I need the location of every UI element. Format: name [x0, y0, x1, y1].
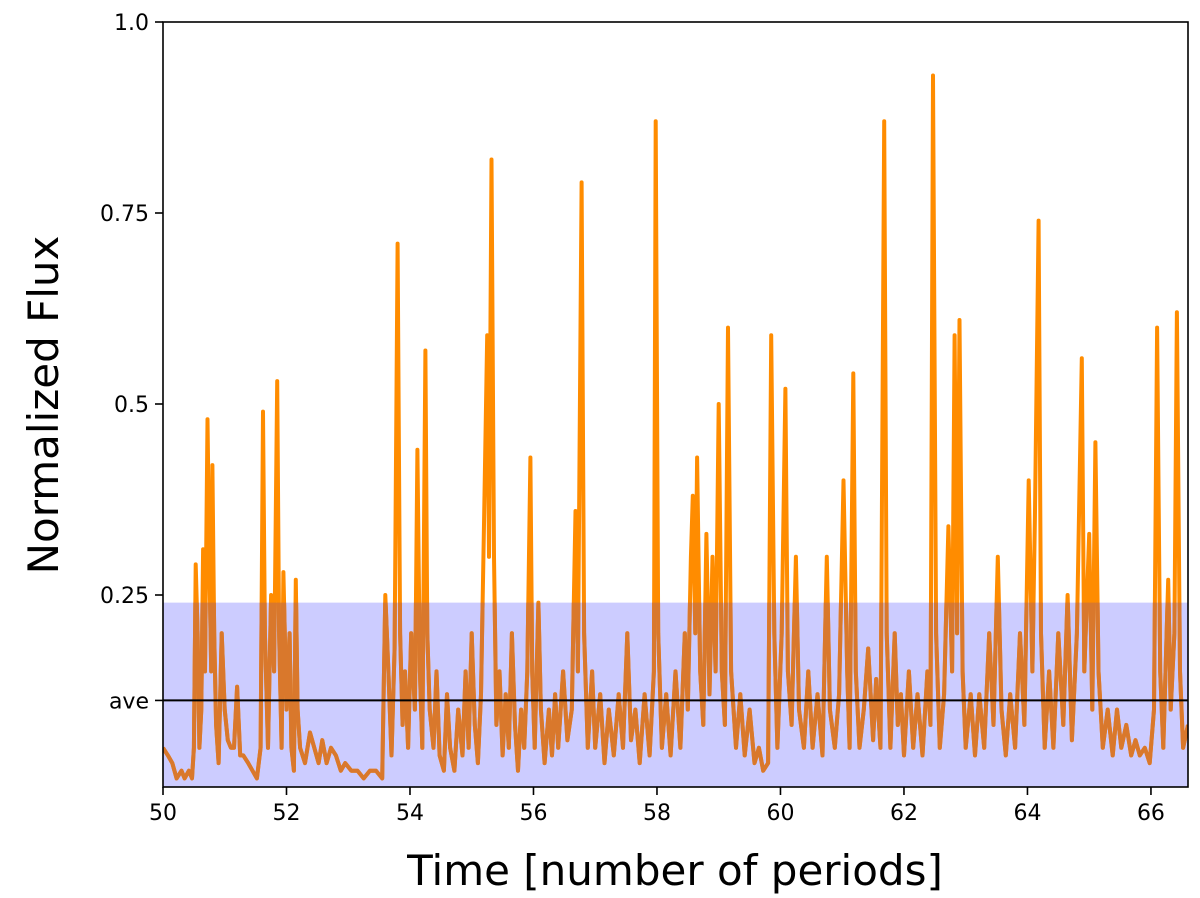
x-tick-label: 56: [519, 801, 547, 826]
plot-area: [163, 73, 1188, 787]
axes: 50 52 54 56 58 60 62 64 66 0.25 0.5 0.75 1.0 ave: [100, 11, 1189, 826]
x-tick-label: 62: [890, 801, 918, 826]
x-tick-label: 64: [1013, 801, 1041, 826]
y-tick-label: 1.0: [114, 11, 149, 36]
x-tick-label: 58: [643, 801, 671, 826]
x-tick-label: 54: [396, 801, 424, 826]
flux-series-line-in-band: [163, 602, 1188, 781]
x-tick-label: 66: [1137, 801, 1165, 826]
x-tick-label: 60: [766, 801, 794, 826]
x-axis-label: Time [number of periods]: [406, 846, 943, 895]
y-tick-label: 0.75: [100, 202, 149, 227]
y-tick-label: 0.25: [100, 584, 149, 609]
ave-tick-label: ave: [109, 689, 149, 714]
x-tick-label: 52: [272, 801, 300, 826]
x-tick-label: 50: [149, 801, 177, 826]
y-tick-label: 0.5: [114, 393, 149, 418]
y-axis-label: Normalized Flux: [19, 236, 68, 575]
